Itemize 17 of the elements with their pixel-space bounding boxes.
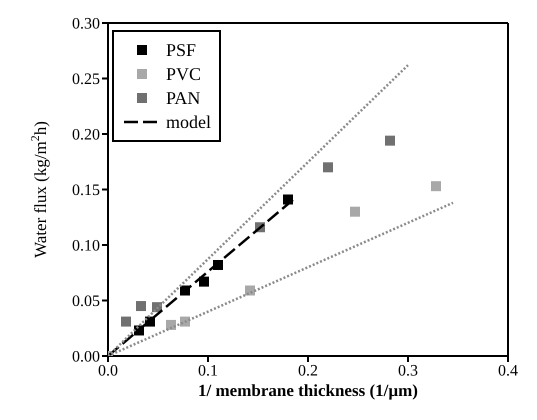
x-tick-label: 0.0 (98, 362, 118, 380)
y-tick-label: 0.05 (72, 293, 100, 310)
legend-label: PAN (166, 88, 200, 108)
legend-label: PSF (166, 40, 196, 60)
y-tick-label: 0.30 (72, 16, 100, 33)
y-tick-label: 0.00 (72, 348, 100, 366)
x-tick-label: 0.3 (398, 362, 418, 380)
y-tick-label: 0.20 (72, 126, 100, 144)
y-tick-label: 0.10 (72, 238, 100, 255)
legend-label: model (166, 112, 211, 132)
y-tick-label: 0.25 (72, 71, 100, 88)
x-axis-title: 1/ membrane thickness (1/µm) (198, 381, 418, 400)
x-tick-label: 0.4 (498, 362, 518, 380)
y-tick-label: 0.15 (72, 182, 100, 200)
x-tick-label: 0.1 (198, 362, 218, 380)
x-tick-label: 0.2 (298, 362, 318, 380)
legend-label: PVC (166, 64, 202, 84)
